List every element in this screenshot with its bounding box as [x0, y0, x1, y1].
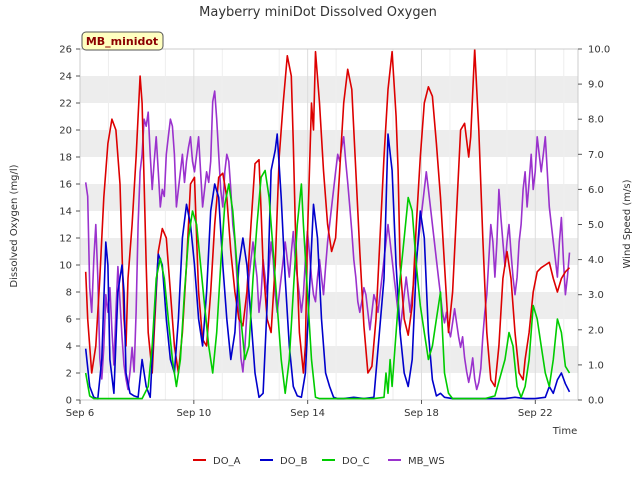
- y-left-tick-label: 10: [59, 261, 72, 272]
- station-badge-text: MB_minidot: [86, 35, 158, 48]
- grid-band: [80, 76, 578, 103]
- y-left-tick-label: 2: [66, 369, 72, 380]
- y-left-tick-label: 12: [59, 234, 72, 245]
- x-tick-label: Sep 10: [176, 408, 211, 419]
- y-right-tick-label: 4.0: [588, 255, 604, 266]
- grid-band: [80, 292, 578, 319]
- x-tick-label: Sep 18: [404, 408, 439, 419]
- legend-label: DO_B: [280, 456, 308, 467]
- y-left-tick-label: 16: [59, 180, 72, 191]
- y-left-tick-label: 22: [59, 99, 72, 110]
- x-axis-ticks: Sep 6 Sep 10 Sep 14 Sep 18 Sep 22: [66, 400, 553, 419]
- legend-label: DO_C: [342, 456, 370, 467]
- grid-band: [80, 130, 578, 157]
- legend-label: MB_WS: [408, 456, 445, 467]
- y-left-tick-label: 14: [59, 207, 72, 218]
- y-right-tick-label: 7.0: [588, 150, 604, 161]
- y-left-tick-label: 20: [59, 126, 72, 137]
- plot-series: [84, 49, 571, 400]
- y-right-tick-label: 10.0: [588, 45, 610, 56]
- y-right-tick-label: 3.0: [588, 290, 604, 301]
- grid-band: [80, 238, 578, 265]
- y-left-tick-label: 8: [66, 288, 72, 299]
- series-line-mb-ws: [84, 90, 571, 391]
- y-axis-left-label: Dissolved Oxygen (mg/l): [9, 164, 20, 287]
- series-line-do-b: [84, 133, 571, 400]
- y-left-tick-label: 26: [59, 45, 72, 56]
- y-left-tick-label: 0: [66, 396, 72, 407]
- y-right-tick-label: 0.0: [588, 396, 604, 407]
- grid-bands: [80, 49, 578, 400]
- chart-title: Mayberry miniDot Dissolved Oxygen: [199, 5, 437, 20]
- series-line-do-c: [84, 169, 571, 400]
- grid-band: [80, 346, 578, 373]
- y-right-tick-label: 5.0: [588, 220, 604, 231]
- station-badge-box: [81, 31, 164, 51]
- legend: DO_A DO_B DO_C MB_WS: [193, 456, 445, 467]
- y-right-tick-label: 6.0: [588, 185, 604, 196]
- y-left-tick-label: 4: [66, 342, 72, 353]
- y-right-tick-label: 8.0: [588, 115, 604, 126]
- x-tick-label: Sep 22: [518, 408, 553, 419]
- y-right-tick-label: 9.0: [588, 80, 604, 91]
- grid-band: [80, 184, 578, 211]
- y-axis-right-label: Wind Speed (m/s): [622, 179, 633, 268]
- x-axis-label: Time: [552, 426, 577, 437]
- x-tick-label: Sep 14: [290, 408, 325, 419]
- y-axis-right-ticks: 0.0 1.0 2.0 3.0 4.0 5.0 6.0 7.0 8.0 9.0 10.0: [578, 45, 610, 407]
- station-badge: MB_minidot: [81, 31, 164, 51]
- y-right-tick-label: 2.0: [588, 325, 604, 336]
- legend-label: DO_A: [213, 456, 241, 467]
- y-left-tick-label: 24: [59, 72, 72, 83]
- y-left-tick-label: 6: [66, 315, 72, 326]
- y-left-tick-label: 18: [59, 153, 72, 164]
- x-tick-label: Sep 6: [66, 408, 94, 419]
- y-right-tick-label: 1.0: [588, 360, 604, 371]
